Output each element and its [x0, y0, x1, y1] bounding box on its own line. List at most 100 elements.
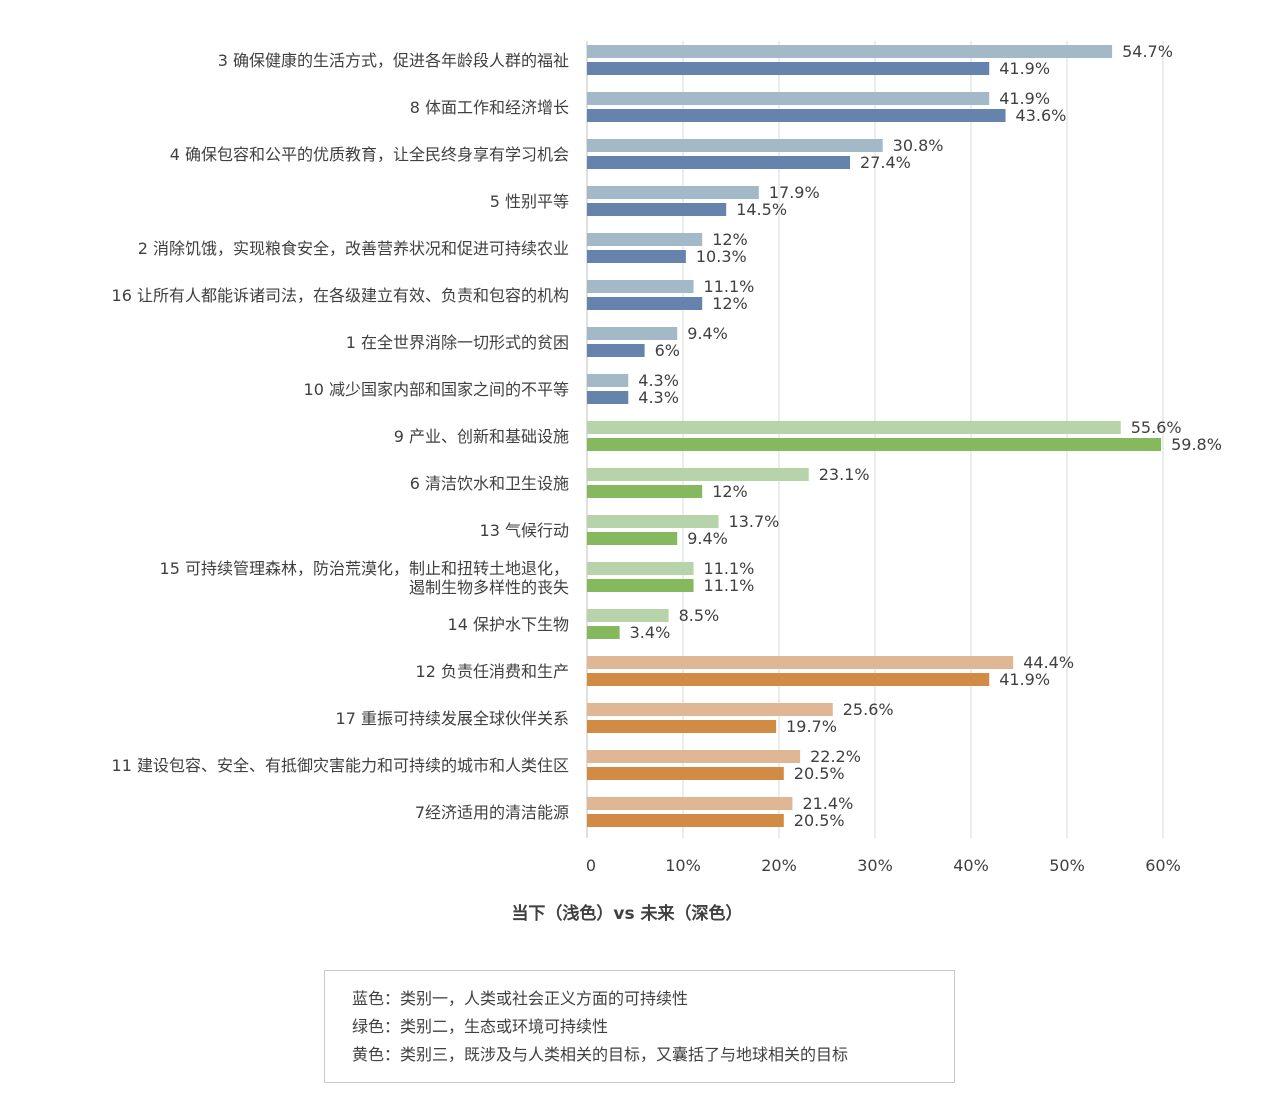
bar-future	[587, 532, 678, 545]
legend-line-orange: 黄色：类别三，既涉及与人类相关的目标，又囊括了与地球相关的目标	[352, 1045, 849, 1064]
bar-current	[587, 562, 694, 575]
bar-future	[587, 344, 645, 357]
category-label: 8 体面工作和经济增长	[410, 98, 569, 117]
bar-future	[587, 62, 990, 75]
bar-current	[587, 750, 801, 763]
bars	[587, 45, 1162, 827]
bar-current	[587, 656, 1014, 669]
category-label: 13 气候行动	[480, 521, 569, 540]
x-tick-label: 10%	[665, 856, 701, 875]
category-label: 11 建设包容、安全、有抵御灾害能力和可持续的城市和人类住区	[112, 756, 569, 775]
bar-chart: 0 10% 20% 30% 40% 50% 60% 54.7% 41.9% 3 确保健康的生活方式…	[112, 41, 1222, 924]
category-label: 遏制生物多样性的丧失	[409, 578, 569, 597]
category-label: 1 在全世界消除一切形式的贫困	[346, 333, 569, 352]
bar-current	[587, 92, 990, 105]
bar-future	[587, 579, 694, 592]
category-label: 7经济适用的清洁能源	[415, 803, 569, 822]
x-tick-label: 60%	[1145, 856, 1181, 875]
x-tick-label: 0	[586, 856, 596, 875]
value-label-current: 44.4%	[1023, 653, 1074, 672]
x-tick-label: 30%	[857, 856, 893, 875]
value-label-current: 25.6%	[843, 700, 894, 719]
value-label-future: 20.5%	[794, 764, 845, 783]
value-label-current: 22.2%	[810, 747, 861, 766]
bar-future	[587, 438, 1162, 451]
value-label-current: 8.5%	[679, 606, 720, 625]
bar-current	[587, 45, 1113, 58]
bar-future	[587, 720, 777, 733]
category-label: 6 清洁饮水和卫生设施	[410, 474, 569, 493]
value-label-current: 30.8%	[893, 136, 944, 155]
bar-current	[587, 468, 809, 481]
value-label-current: 4.3%	[638, 371, 679, 390]
value-label-future: 4.3%	[638, 388, 679, 407]
value-label-current: 17.9%	[769, 183, 820, 202]
value-label-current: 11.1%	[704, 559, 755, 578]
category-label: 4 确保包容和公平的优质教育，让全民终身享有学习机会	[170, 145, 569, 164]
bar-future	[587, 485, 703, 498]
bar-current	[587, 609, 669, 622]
value-label-future: 59.8%	[1171, 435, 1222, 454]
value-label-current: 21.4%	[802, 794, 853, 813]
category-label: 2 消除饥饿，实现粮食安全，改善营养状况和促进可持续农业	[138, 239, 569, 258]
value-label-current: 41.9%	[999, 89, 1050, 108]
x-tick-label: 40%	[953, 856, 989, 875]
bar-current	[587, 280, 694, 293]
x-tick-label: 20%	[761, 856, 797, 875]
bar-future	[587, 250, 686, 263]
value-label-future: 43.6%	[1016, 106, 1067, 125]
category-label: 12 负责任消费和生产	[416, 662, 569, 681]
bar-future	[587, 626, 620, 639]
value-label-future: 9.4%	[687, 529, 728, 548]
category-label: 10 减少国家内部和国家之间的不平等	[304, 380, 569, 399]
bar-future	[587, 673, 990, 686]
value-label-future: 41.9%	[999, 59, 1050, 78]
legend-line-green: 绿色：类别二，生态或环境可持续性	[352, 1017, 609, 1036]
bar-current	[587, 703, 833, 716]
value-label-future: 11.1%	[704, 576, 755, 595]
value-label-current: 9.4%	[687, 324, 728, 343]
value-label-future: 20.5%	[794, 811, 845, 830]
bar-future	[587, 391, 629, 404]
bar-future	[587, 203, 727, 216]
category-label: 5 性别平等	[490, 192, 569, 211]
value-label-future: 27.4%	[860, 153, 911, 172]
value-label-current: 55.6%	[1131, 418, 1182, 437]
bar-future	[587, 156, 851, 169]
bar-current	[587, 327, 678, 340]
bar-future	[587, 814, 784, 827]
category-label: 15 可持续管理森林，防治荒漠化，制止和扭转土地退化，	[160, 559, 569, 578]
legend-box: 蓝色：类别一，人类或社会正义方面的可持续性 绿色：类别二，生态或环境可持续性 黄…	[324, 970, 955, 1083]
category-label: 3 确保健康的生活方式，促进各年龄段人群的福祉	[218, 51, 569, 70]
labels: 0 10% 20% 30% 40% 50% 60% 54.7% 41.9% 3 确保健康的生活方式…	[112, 42, 1222, 875]
value-label-future: 10.3%	[696, 247, 747, 266]
value-label-current: 13.7%	[729, 512, 780, 531]
value-label-future: 19.7%	[786, 717, 837, 736]
value-label-future: 12%	[712, 294, 748, 313]
value-label-current: 54.7%	[1122, 42, 1173, 61]
category-label: 16 让所有人都能诉诸司法，在各级建立有效、负责和包容的机构	[112, 286, 569, 305]
category-label: 14 保护水下生物	[448, 615, 569, 634]
category-label: 9 产业、创新和基础设施	[394, 427, 569, 446]
bar-current	[587, 139, 883, 152]
x-tick-label: 50%	[1049, 856, 1085, 875]
bar-current	[587, 421, 1121, 434]
category-label: 17 重振可持续发展全球伙伴关系	[336, 709, 569, 728]
value-label-current: 12%	[712, 230, 748, 249]
bar-current	[587, 797, 793, 810]
value-label-future: 6%	[655, 341, 680, 360]
value-label-future: 12%	[712, 482, 748, 501]
bar-current	[587, 515, 719, 528]
legend-line-blue: 蓝色：类别一，人类或社会正义方面的可持续性	[352, 989, 689, 1008]
bar-current	[587, 233, 703, 246]
bar-current	[587, 186, 759, 199]
bar-future	[587, 109, 1006, 122]
x-axis-title: 当下（浅色）vs 未来（深色）	[511, 903, 742, 924]
bar-future	[587, 767, 784, 780]
value-label-current: 11.1%	[704, 277, 755, 296]
bar-future	[587, 297, 703, 310]
value-label-future: 14.5%	[736, 200, 787, 219]
bar-current	[587, 374, 629, 387]
value-label-current: 23.1%	[819, 465, 870, 484]
value-label-future: 41.9%	[999, 670, 1050, 689]
